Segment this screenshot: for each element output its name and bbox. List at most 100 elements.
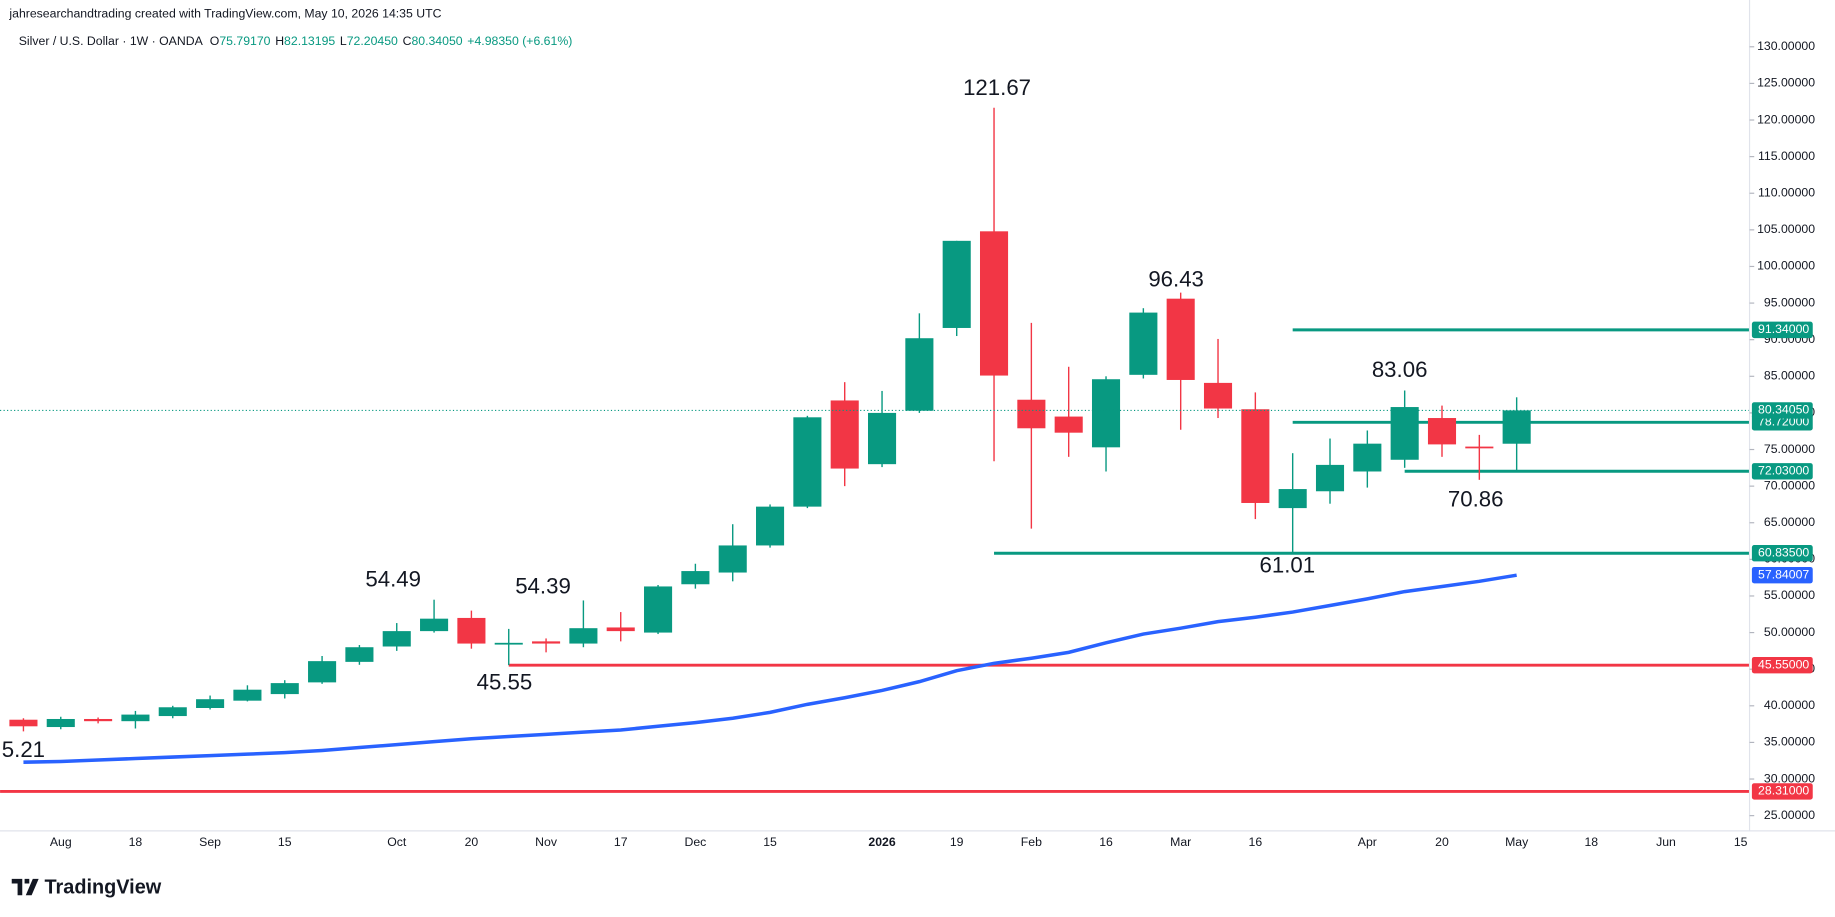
y-tick-label: 110.00000	[1758, 185, 1815, 199]
x-tick-label: Sep	[199, 835, 221, 849]
y-tick-label: 55.00000	[1764, 588, 1815, 602]
level-label-box	[1751, 783, 1813, 800]
logo-text: TradingView	[45, 876, 162, 898]
candle-body	[681, 571, 710, 585]
y-tick-label: 115.00000	[1758, 149, 1815, 163]
candle-body	[457, 617, 486, 644]
candle-body	[420, 618, 449, 632]
x-tick-label: Jun	[1656, 835, 1676, 849]
x-tick-label: 16	[1249, 835, 1263, 849]
x-tick-label: 17	[614, 835, 628, 849]
y-tick-label: 25.00000	[1764, 808, 1815, 822]
candle-body	[1502, 410, 1531, 444]
y-tick-label: 65.00000	[1764, 515, 1815, 529]
y-tick-label: 95.00000	[1764, 295, 1815, 309]
y-tick-label: 70.00000	[1764, 478, 1815, 492]
candle-body	[1017, 399, 1046, 429]
symbol: Silver / U.S. Dollar · 1W · OANDA	[19, 34, 204, 48]
candle-body	[1091, 379, 1121, 448]
level-label: 60.83500	[1758, 545, 1809, 559]
x-tick-label: 18	[1584, 835, 1598, 849]
ohlc-key: L	[340, 34, 347, 48]
y-tick-label: 75.00000	[1764, 442, 1815, 456]
y-tick-label: 35.00000	[1764, 735, 1815, 749]
x-tick-label: Apr	[1358, 835, 1377, 849]
candle-body	[756, 506, 785, 546]
x-tick-label: 15	[1734, 835, 1748, 849]
candle-body	[1278, 489, 1307, 509]
ohlc-value: 80.34050	[411, 34, 462, 48]
annotation: 70.86	[1448, 487, 1504, 512]
ohlc-value: 75.79170	[219, 34, 270, 48]
candle-body	[569, 628, 598, 644]
axes: 25.0000030.0000035.0000040.0000045.00000…	[50, 39, 1815, 849]
level-label: 45.55000	[1758, 657, 1809, 671]
candle-body	[345, 647, 374, 662]
candle-body	[942, 240, 971, 328]
candle-body	[867, 412, 897, 465]
candle-body	[1054, 416, 1083, 433]
candle-body	[1241, 409, 1270, 503]
candle-body	[9, 719, 38, 727]
annotation: 83.06	[1372, 357, 1428, 382]
level-label-box	[1751, 463, 1813, 480]
logo: TradingView	[11, 876, 162, 898]
ma-label: 57.84007	[1758, 567, 1809, 581]
candle-body	[1427, 418, 1457, 445]
ohlc-key: O	[210, 34, 220, 48]
candle-body	[196, 699, 225, 709]
annotation: 61.01	[1259, 552, 1315, 577]
candle-body	[644, 586, 673, 633]
x-tick-label: 15	[278, 835, 292, 849]
candle-body	[1203, 382, 1233, 409]
annotation: 45.55	[477, 669, 533, 694]
candle-body	[830, 400, 859, 469]
annotation: 121.67	[963, 75, 1031, 100]
y-tick-label: 125.00000	[1757, 76, 1815, 90]
level-label: 91.34000	[1758, 322, 1809, 336]
y-tick-label: 130.00000	[1757, 39, 1815, 53]
moving-average	[23, 573, 1517, 764]
candle-body	[233, 689, 262, 701]
x-tick-label: 18	[129, 835, 143, 849]
level-label-box	[1751, 321, 1813, 339]
change: +4.98350 (+6.61%)	[467, 34, 572, 48]
candle-body	[1353, 443, 1382, 472]
candle-body	[606, 627, 635, 632]
y-tick-label: 100.00000	[1757, 259, 1815, 273]
level-label-box	[1751, 656, 1813, 674]
ohlc-value: 72.20450	[347, 34, 398, 48]
y-tick-label: 105.00000	[1757, 222, 1815, 236]
candle-body	[46, 718, 75, 728]
plot-area: 121.67 96.43 83.06 70.86 61.01 54.49 54.39 45.5…	[0, 75, 1750, 793]
candle-body	[382, 631, 411, 647]
x-tick-label: 2026	[868, 835, 895, 849]
symbol-header: Silver / U.S. Dollar · 1W · OANDA O75.791…	[19, 34, 573, 48]
x-tick-label: Aug	[50, 835, 72, 849]
x-tick-label: 15	[763, 835, 777, 849]
ohlc-key: C	[403, 34, 412, 48]
x-tick-label: 20	[1435, 835, 1449, 849]
y-tick-label: 30.00000	[1764, 771, 1815, 785]
y-tick-label: 50.00000	[1764, 625, 1815, 639]
candle-body	[979, 231, 1009, 376]
annotation: 54.49	[365, 566, 421, 591]
last-price-label: 80.34050	[1758, 403, 1809, 417]
candle-body	[1129, 312, 1158, 375]
candle-body	[158, 707, 187, 717]
x-tick-label: 20	[465, 835, 479, 849]
candle-body	[270, 683, 299, 695]
candle-body	[1390, 407, 1419, 460]
candle-body	[532, 641, 561, 644]
annotation: 5.21	[2, 737, 45, 762]
x-tick-label: 19	[950, 835, 964, 849]
level-label: 72.03000	[1758, 464, 1809, 478]
candle-body	[793, 417, 822, 507]
candle-body	[1315, 464, 1345, 492]
last-price-box	[1751, 402, 1813, 419]
level-label: 28.31000	[1758, 784, 1809, 798]
candle-body	[308, 661, 337, 683]
y-tick-label: 120.00000	[1757, 112, 1815, 126]
